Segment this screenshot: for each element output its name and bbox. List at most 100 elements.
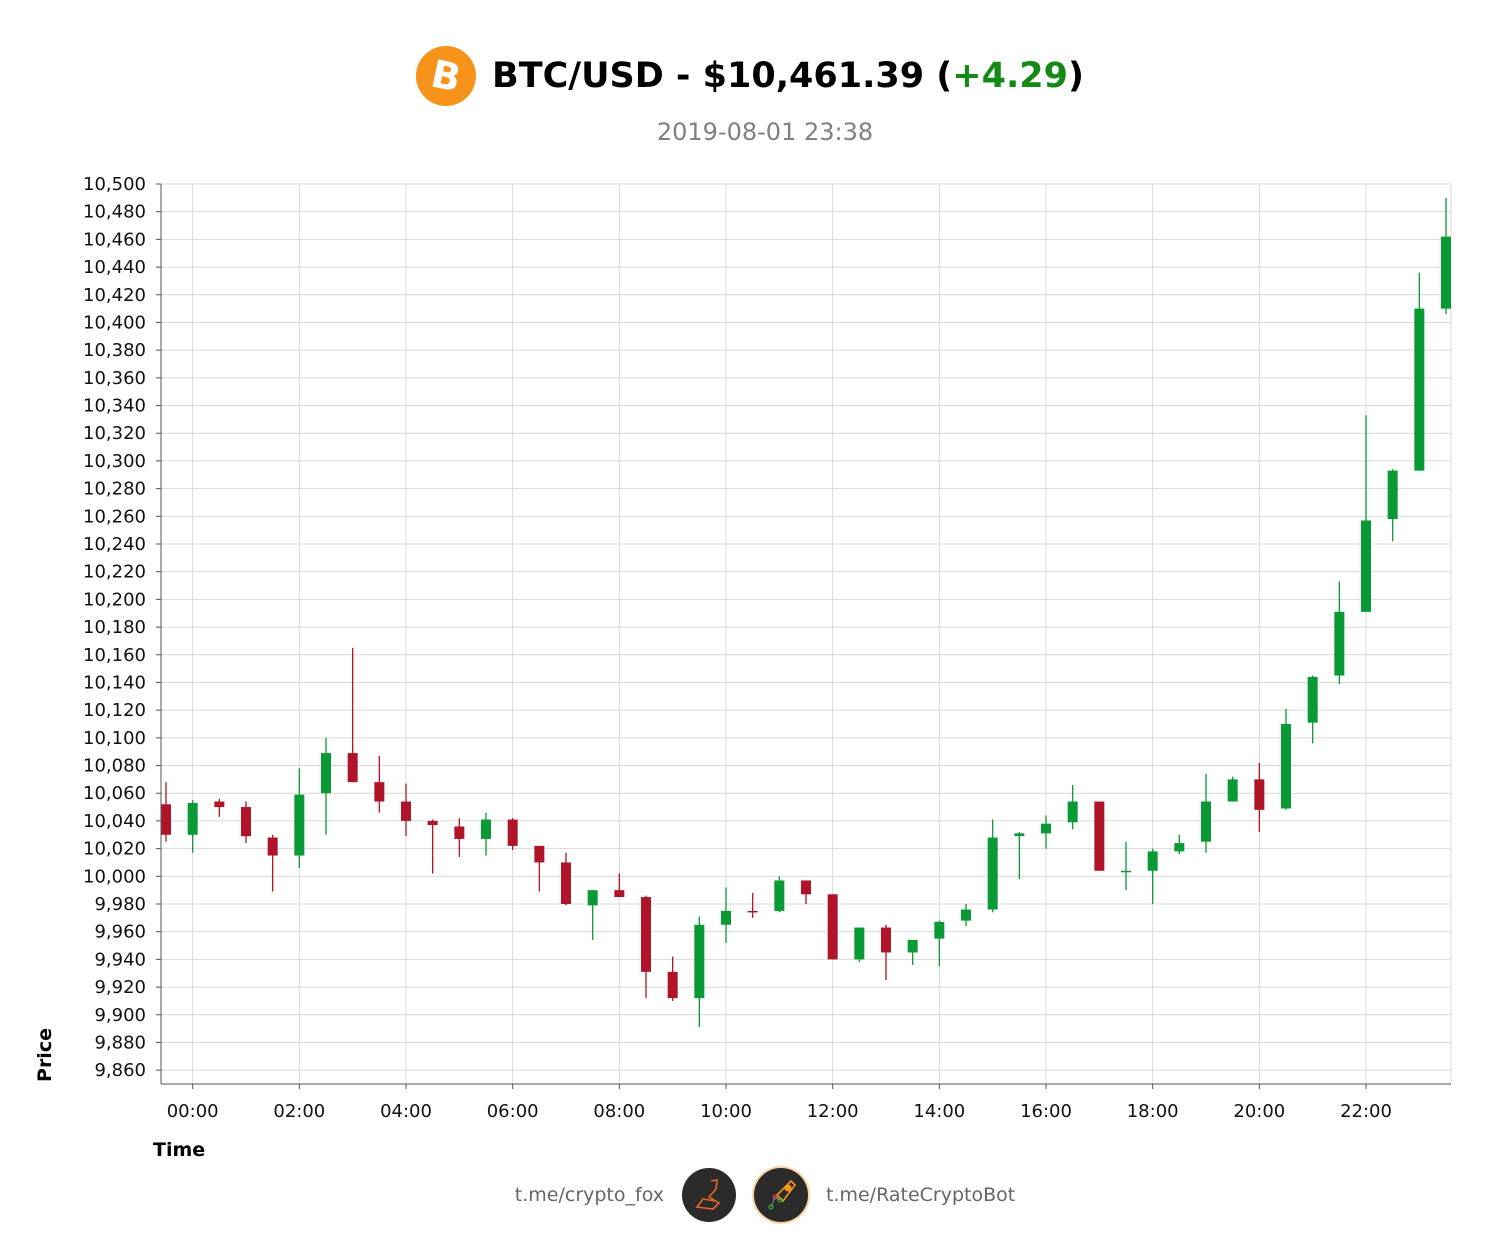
candle-body [1334,611,1345,676]
candle [1201,773,1211,853]
candle [267,834,278,892]
y-tick-label: 10,080 [83,756,146,777]
y-tick-label: 9,860 [94,1060,146,1081]
candle [1227,776,1238,802]
candle-body [1014,833,1025,837]
candle-body [1041,823,1051,834]
y-tick-label: 10,320 [83,423,146,444]
candle [881,924,891,981]
candle-body [1254,779,1265,810]
candle-body [454,826,465,839]
x-tick-label: 16:00 [1020,1101,1072,1122]
y-axis-label: Price [34,1028,56,1082]
x-tick-label: 04:00 [380,1101,432,1122]
candle-body [1227,779,1238,802]
pair-label: BTC/USD [492,56,664,96]
x-tick-label: 08:00 [593,1101,645,1122]
y-tick-label: 10,440 [83,257,146,278]
y-tick-label: 9,920 [94,977,146,998]
candle-body [747,910,758,913]
candle [961,904,971,927]
x-tick-label: 22:00 [1340,1101,1392,1122]
price-value: $10,461.39 [702,56,925,96]
candle-body [801,880,811,895]
y-tick-label: 10,020 [83,839,146,860]
candle-body [1361,520,1371,612]
candle-body [1441,236,1451,309]
paren-close: ) [1067,56,1084,96]
candle [1121,841,1131,891]
candle [641,895,651,999]
chart-title: BTC/USD - $10,461.39 (+4.29) [492,56,1084,96]
candle [161,782,171,842]
x-tick-label: 14:00 [913,1101,965,1122]
candle-body [507,819,518,846]
x-tick-label: 02:00 [273,1101,325,1122]
candle-body [374,782,385,802]
candle-body [907,940,918,953]
x-tick-label: 00:00 [167,1101,219,1122]
y-tick-label: 10,300 [83,451,146,472]
candle-body [1387,470,1398,520]
candle [241,801,251,844]
y-tick-label: 10,500 [83,174,146,195]
candle-body [401,801,411,821]
candle [774,876,785,913]
candle-body [721,910,731,925]
candle [347,647,358,783]
candle [934,920,945,967]
candle-body [534,845,545,863]
candle [667,956,678,1001]
y-tick-label: 10,180 [83,617,146,638]
candle [1387,469,1398,542]
candle [1041,815,1051,849]
crypto-fox-link[interactable]: t.me/crypto_fox [514,1184,664,1206]
candle [801,880,811,904]
candle [1094,801,1105,871]
candle [507,818,518,850]
candle [694,916,705,1028]
y-tick-label: 9,880 [94,1032,146,1053]
y-axis-ticks: 9,860 9,880 9,900 9,920 9,940 9,960 9,980 10,00… [83,174,161,1081]
candle-body [1414,308,1425,471]
candle [1174,834,1185,855]
candle [1414,272,1425,471]
candle [987,819,998,913]
candle-body [1201,801,1211,842]
candle-body [641,897,651,972]
candle [1147,848,1158,904]
y-tick-label: 10,040 [83,811,146,832]
x-tick-label: 20:00 [1233,1101,1285,1122]
y-tick-label: 9,900 [94,1005,146,1026]
y-tick-label: 10,340 [83,396,146,417]
paren-open: ( [924,56,953,96]
y-tick-label: 10,260 [83,506,146,527]
candle [187,800,198,853]
candle-body [241,807,251,837]
x-tick-label: 18:00 [1127,1101,1179,1122]
candle [854,927,865,963]
candle [1014,832,1025,880]
candle [907,940,918,965]
candle [587,890,598,940]
y-tick-label: 10,100 [83,728,146,749]
candle-body [294,794,305,856]
candle [561,852,571,906]
x-tick-label: 10:00 [700,1101,752,1122]
y-tick-label: 10,480 [83,202,146,223]
y-tick-label: 10,360 [83,368,146,389]
footer: t.me/crypto_fox t.me/RateCryptoBot [0,1168,1500,1222]
candle [747,892,758,918]
rate-crypto-bot-link[interactable]: t.me/RateCryptoBot [825,1184,1016,1206]
candle-body [774,880,785,911]
fox-logo-icon [681,1168,736,1222]
candle-body [1094,801,1105,871]
candle [1254,762,1265,832]
candle-body [614,890,625,898]
y-tick-label: 9,980 [94,894,146,915]
y-tick-label: 10,400 [83,312,146,333]
y-tick-label: 10,140 [83,672,146,693]
y-tick-label: 9,960 [94,922,146,943]
y-tick-label: 10,240 [83,534,146,555]
